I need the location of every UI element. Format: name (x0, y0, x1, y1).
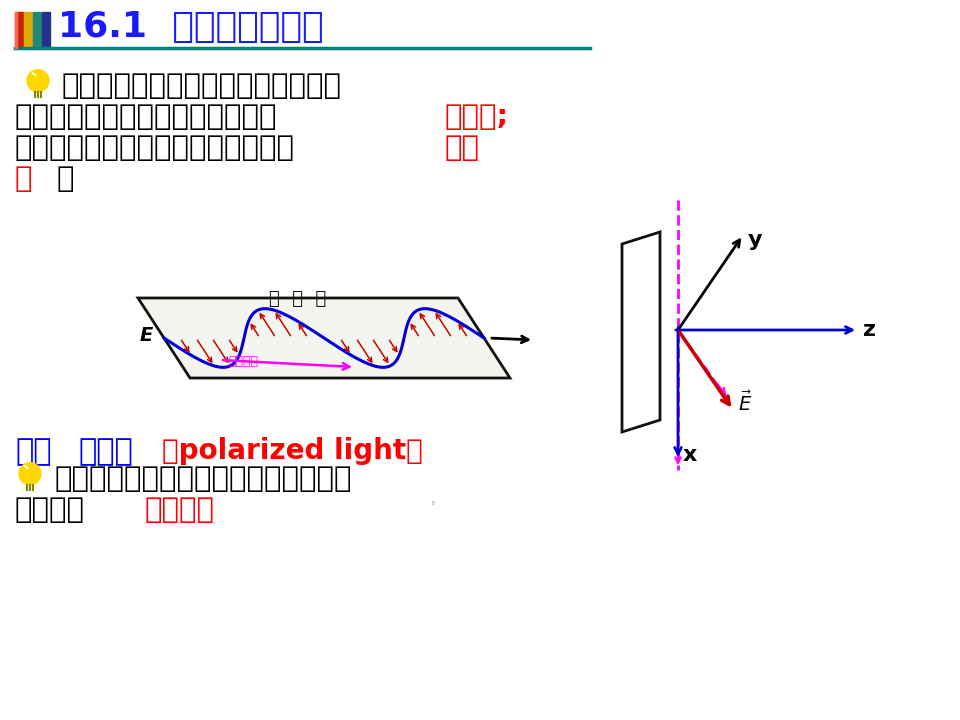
Text: 光矢量端点轨迹随时间变化轨迹是拟定: 光矢量端点轨迹随时间变化轨迹是拟定 (55, 465, 352, 493)
Text: 。: 。 (57, 165, 75, 193)
Circle shape (19, 463, 41, 485)
Text: 16.1  自然光和偏振光: 16.1 自然光和偏振光 (58, 10, 324, 44)
Text: 的，称为: 的，称为 (15, 496, 85, 524)
Bar (42, 12, 50, 48)
Text: 一、: 一、 (15, 437, 52, 466)
Text: 传播方向: 传播方向 (228, 355, 258, 368)
Text: E: E (140, 325, 154, 344)
Text: 偏振态;: 偏振态; (445, 103, 509, 131)
Bar (15, 12, 23, 48)
Polygon shape (138, 298, 510, 378)
Text: （polarized light）: （polarized light） (162, 437, 422, 465)
Text: 面: 面 (15, 165, 33, 193)
Bar (33, 12, 41, 48)
Text: 振动方向与传播方向构成平面，称为: 振动方向与传播方向构成平面，称为 (15, 134, 295, 162)
Text: 在垂直于传播方向平面内，光矢量的: 在垂直于传播方向平面内，光矢量的 (62, 72, 342, 100)
Text: 偏振光: 偏振光 (78, 437, 132, 466)
Circle shape (27, 70, 49, 91)
Text: 振动: 振动 (445, 134, 480, 162)
Bar (15, 12, 17, 48)
Text: z: z (863, 320, 876, 340)
Text: $\vec{E}$: $\vec{E}$ (738, 391, 753, 415)
Text: 振  动  面: 振 动 面 (270, 290, 326, 308)
Text: 偏振光。: 偏振光。 (145, 496, 215, 524)
Text: y: y (748, 230, 762, 250)
Text: x: x (683, 445, 697, 465)
Bar (24, 12, 32, 48)
Text: °: ° (430, 501, 435, 511)
Text: 振动状态（端点轨迹），称为光的: 振动状态（端点轨迹），称为光的 (15, 103, 277, 131)
